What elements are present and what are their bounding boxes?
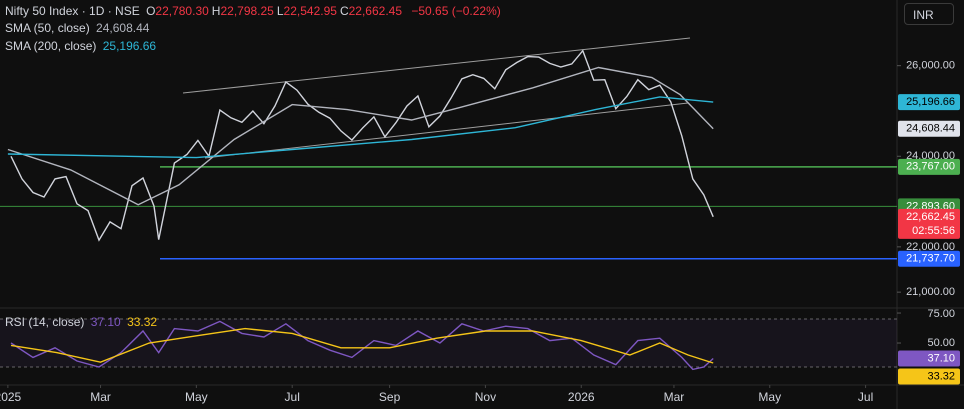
trend-line <box>204 102 689 159</box>
rsi-ma-value-label-box <box>898 368 960 385</box>
sma-value-label-box <box>898 120 960 137</box>
y-tick-label: 22,000.00 <box>906 241 955 253</box>
level-label: 23,767.00 <box>906 161 955 173</box>
rsi-legend: RSI (14, close) 37.10 33.32 <box>5 315 160 329</box>
indicator-line <box>7 96 714 159</box>
level-label: 21,737.70 <box>906 253 955 265</box>
rsi-value-label-box <box>898 350 960 367</box>
ohlc-value: 22,780.30 <box>155 4 209 18</box>
y-tick-label: 50.00 <box>927 337 955 349</box>
legend-value: 24,608.44 <box>96 21 150 35</box>
ohlc-key: O <box>146 4 156 18</box>
legend-value: 37.10 <box>90 315 121 329</box>
x-tick-label: 2025 <box>0 390 22 404</box>
level-label-box <box>898 250 960 267</box>
sma-legend: SMA (200, close) 25,196.66 <box>5 39 159 53</box>
indicator-line <box>10 327 714 364</box>
legend-value: 33.32 <box>127 315 158 329</box>
sma-value-label: 25,196.66 <box>906 96 955 108</box>
ohlc-value: 22,662.45 <box>348 4 402 18</box>
currency-button[interactable]: INR <box>904 3 954 25</box>
x-tick-label: Sep <box>379 390 401 404</box>
x-tick-label: Jul <box>285 390 300 404</box>
price-box <box>898 208 960 239</box>
sma-value-label: 24,608.44 <box>906 123 955 135</box>
y-tick-label: 75.00 <box>927 308 955 320</box>
indicator-title: RSI (14, close) <box>5 315 85 329</box>
ohlc-value: 22,798.25 <box>220 4 274 18</box>
symbol: Nifty 50 Index · 1D · NSE <box>5 4 140 18</box>
y-tick-label: 26,000.00 <box>906 60 955 72</box>
x-tick-label: Jul <box>858 390 873 404</box>
ohlc-key: L <box>276 4 284 18</box>
trend-line <box>182 37 691 94</box>
x-tick-label: Mar <box>90 390 111 404</box>
countdown: 02:55:56 <box>912 225 955 237</box>
ohlc-value: 22,542.95 <box>283 4 337 18</box>
ohlc-key: H <box>211 4 221 18</box>
x-tick-label: Mar <box>664 390 685 404</box>
price-line <box>10 320 714 371</box>
ohlc: O22,780.30 H22,798.25 L22,542.95 C22,662.45 <box>146 4 405 18</box>
change: −50.65 (−0.22%) <box>411 4 501 18</box>
price-label: 22,662.45 <box>906 211 955 223</box>
sma-value-label-box <box>898 94 960 111</box>
ohlc-key: C <box>339 4 349 18</box>
rsi-value-label: 37.10 <box>927 352 955 364</box>
legend-name: SMA (200, close) <box>5 39 97 53</box>
indicator-line <box>7 66 714 206</box>
price-line <box>10 49 714 242</box>
symbol-legend: Nifty 50 Index · 1D · NSE O22,780.30 H22,… <box>5 4 504 18</box>
rsi-ma-value-label: 33.32 <box>927 370 955 382</box>
x-tick-label: May <box>758 390 781 404</box>
legend-name: SMA (50, close) <box>5 21 90 35</box>
y-tick-label: 21,000.00 <box>906 286 955 298</box>
sma-legend: SMA (50, close) 24,608.44 <box>5 21 152 35</box>
legend-value: 25,196.66 <box>102 39 157 53</box>
x-tick-label: 2026 <box>568 390 595 404</box>
x-tick-label: May <box>185 390 208 404</box>
level-label-box <box>898 158 960 175</box>
x-tick-label: Nov <box>475 390 496 404</box>
